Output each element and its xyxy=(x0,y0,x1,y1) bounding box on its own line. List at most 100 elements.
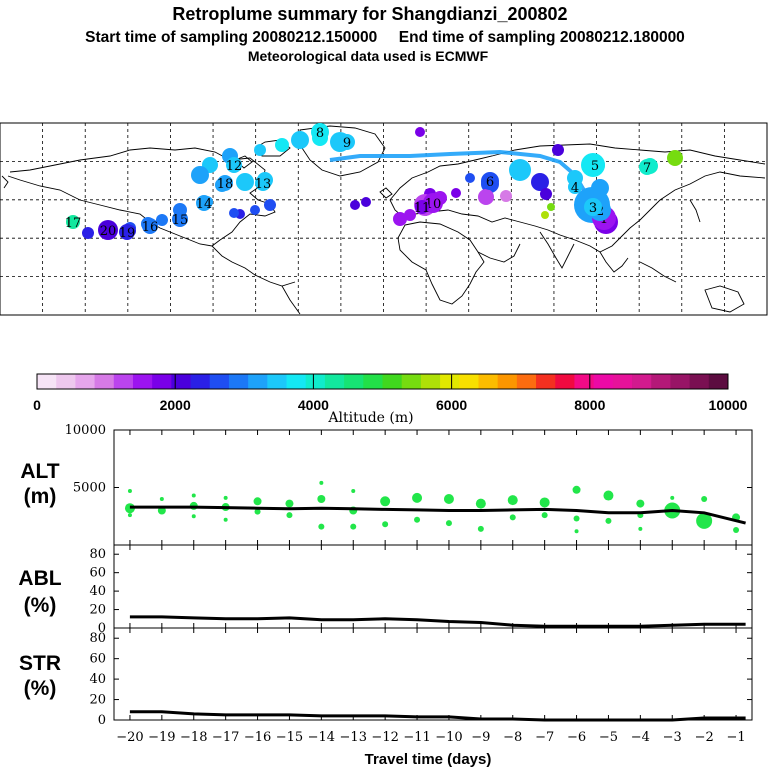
plume-dot xyxy=(552,144,564,156)
x-tick-label: −15 xyxy=(276,730,303,745)
plume-marker-13: 13 xyxy=(255,175,272,192)
altitude-point xyxy=(477,525,484,532)
colorbar-tick-label: 2000 xyxy=(160,397,191,413)
altitude-point xyxy=(670,495,675,500)
altitude-point xyxy=(380,496,391,507)
altitude-point xyxy=(254,508,261,515)
altitude-point xyxy=(317,495,326,503)
colorbar-cell xyxy=(612,374,633,389)
altitude-point xyxy=(539,497,550,508)
plume-dot xyxy=(275,138,289,152)
colorbar-tick-label: 6000 xyxy=(436,397,467,413)
plume-dot xyxy=(250,205,260,215)
plume-dot xyxy=(191,166,209,184)
colorbar-cell xyxy=(56,374,76,389)
altitude-point xyxy=(191,493,196,498)
plume-dot xyxy=(547,203,555,211)
plume-marker-label: 20 xyxy=(100,224,117,239)
y-tick-label: 40 xyxy=(89,584,106,599)
y-tick-label: 10000 xyxy=(65,423,106,438)
altitude-point xyxy=(223,517,228,522)
plume-marker-label: 8 xyxy=(316,126,324,141)
x-tick-label: −2 xyxy=(695,730,714,745)
altitude-point xyxy=(286,512,293,519)
altitude-point xyxy=(636,499,645,508)
colorbar-cell xyxy=(305,374,326,389)
plume-dot xyxy=(667,150,683,166)
plume-marker-3: 3 xyxy=(584,198,602,216)
colorbar-cells xyxy=(37,374,729,389)
y-tick-label: 5000 xyxy=(73,481,106,496)
colorbar-cell xyxy=(248,374,268,389)
colorbar-cell xyxy=(228,374,249,389)
panel-label-unit: (%) xyxy=(24,677,57,700)
y-tick-label: 0 xyxy=(98,621,106,636)
plume-marker-label: 16 xyxy=(142,220,159,235)
colorbar-cell xyxy=(324,374,345,389)
plume-marker-label: 12 xyxy=(226,159,243,174)
colorbar-cell xyxy=(440,374,460,389)
x-tick-label: −3 xyxy=(663,730,682,745)
plume-marker-circle xyxy=(568,180,582,194)
colorbar-cell xyxy=(708,374,729,389)
colorbar-tick-label: 8000 xyxy=(574,397,605,413)
altitude-point xyxy=(127,513,132,518)
colorbar-cell xyxy=(171,374,192,389)
plume-marker-20: 20 xyxy=(98,220,118,240)
y-tick-label: 0 xyxy=(98,713,106,728)
series-line xyxy=(129,505,746,525)
x-tick-label: −11 xyxy=(403,730,430,745)
plume-marker-label: 18 xyxy=(217,177,234,192)
altitude-point xyxy=(696,512,713,529)
plume-marker-label: 4 xyxy=(571,181,579,196)
plume-marker-circle xyxy=(172,211,188,227)
panel-label-unit: (m) xyxy=(24,485,57,508)
altitude-point xyxy=(253,497,262,506)
sampling-times: Start time of sampling 20080212.150000 E… xyxy=(85,29,685,46)
colorbar-label: Altitude (m) xyxy=(327,410,413,426)
x-tick-label: −13 xyxy=(340,730,367,745)
plume-marker-4: 4 xyxy=(568,180,582,196)
x-tick-label: −6 xyxy=(567,730,586,745)
x-tick-label: −1 xyxy=(726,730,745,745)
colorbar-cell xyxy=(670,374,691,389)
plume-marker-16: 16 xyxy=(142,218,159,235)
plume-marker-circle xyxy=(639,159,655,175)
altitude-point xyxy=(701,496,708,502)
colorbar-cell xyxy=(459,374,479,389)
altitude-point xyxy=(412,492,423,503)
plume-marker-5: 5 xyxy=(585,155,605,175)
panel-label-name: ALT xyxy=(20,460,59,483)
panel-frame xyxy=(113,544,753,629)
altitude-point xyxy=(733,527,740,534)
altitude-point xyxy=(443,494,454,504)
plume-marker-label: 19 xyxy=(119,226,136,241)
colorbar-cell xyxy=(555,374,575,389)
x-axis-title: Travel time (days) xyxy=(365,751,492,768)
altitude-point xyxy=(350,523,357,530)
y-tick-label: 80 xyxy=(89,547,106,562)
plume-dot xyxy=(229,208,239,218)
x-tick-label: −18 xyxy=(180,730,207,745)
plume-dot xyxy=(236,173,254,191)
colorbar-cell xyxy=(478,374,499,389)
plume-marker-label: 15 xyxy=(172,213,189,228)
met-data-line: Meteorological data used is ECMWF xyxy=(248,48,489,64)
plume-dot xyxy=(82,227,94,239)
altitude-point xyxy=(541,512,548,519)
plume-marker-label: 17 xyxy=(65,216,82,231)
colorbar-cell xyxy=(209,374,230,389)
colorbar-cell xyxy=(190,374,211,389)
colorbar-cell xyxy=(689,374,710,389)
plume-marker-label: 13 xyxy=(255,177,272,192)
plume-marker-circle xyxy=(196,195,212,211)
x-tick-label: −9 xyxy=(471,730,490,745)
plume-marker-circle xyxy=(217,175,233,191)
altitude-point xyxy=(127,488,132,493)
x-tick-label: −8 xyxy=(503,730,522,745)
colorbar-cell xyxy=(632,374,652,389)
colorbar-cell xyxy=(382,374,403,389)
altitude-point xyxy=(382,521,389,528)
